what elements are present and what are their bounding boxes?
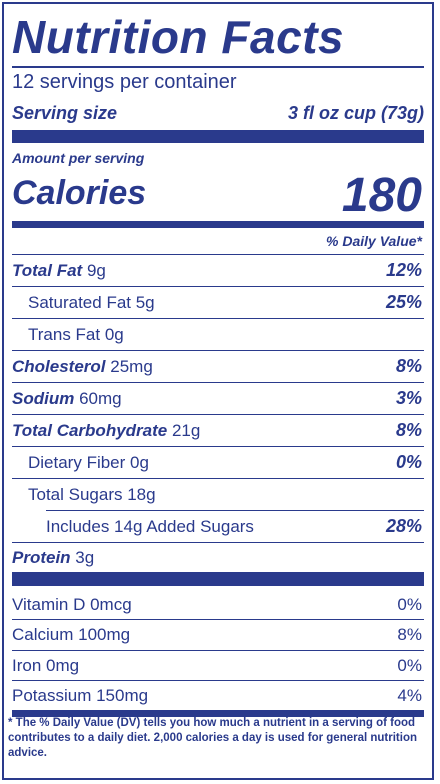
row-divider [46,510,424,511]
row-divider [12,478,424,479]
row-divider [12,542,424,543]
daily-value-footnote: * The % Daily Value (DV) tells you how m… [8,717,418,759]
nutrient-name: Includes 14g Added Sugars [46,517,254,536]
nutrient-name: Sodium [12,389,75,408]
nutrient-name: Protein [12,548,71,567]
protein-divider [12,572,424,586]
nutrient-name: Cholesterol [12,357,106,376]
nutrient-dv: 8% [395,356,422,376]
vitamin-dv: 4% [397,686,422,705]
nutrient-dv: 0% [395,452,422,472]
nutrient-dv: 8% [395,420,422,440]
serving-size-row: Serving size 3 fl oz cup (73g) [12,103,424,124]
vitamin-name: Calcium 100mg [12,625,131,644]
label-content: Nutrition Facts 12 servings per containe… [8,4,424,778]
servings-per-container: 12 servings per container [12,71,237,93]
nutrient-amount: 25mg [110,357,153,376]
nutrient-amount: 9g [86,261,106,280]
nutrient-name: Trans Fat 0g [28,325,124,344]
vitamin-row-calcium: Calcium 100mg 8% [12,619,424,650]
row-divider [12,286,424,287]
vitamin-dv: 0% [397,656,422,675]
label-title: Nutrition Facts [12,11,345,63]
row-divider [12,650,424,651]
row-divider [12,446,424,447]
nutrient-row-dietary-fiber: Dietary Fiber 0g 0% [12,447,424,478]
vitamin-name: Potassium 150mg [12,686,149,705]
vitamin-name: Vitamin D 0mcg [12,595,132,614]
nutrient-amount: 60mg [79,389,122,408]
nutrient-row-added-sugars: Includes 14g Added Sugars 28% [12,511,424,542]
title-divider [12,66,424,68]
nutrient-row-sodium: Sodium 60mg 3% [12,383,424,414]
nutrient-row-protein: Protein 3g [12,542,424,573]
vitamin-row-potassium: Potassium 150mg 4% [12,680,424,711]
vitamin-dv: 0% [397,595,422,614]
nutrient-amount: 21g [171,421,201,440]
row-divider [12,318,424,319]
nutrient-name: Dietary Fiber 0g [28,453,149,472]
nutrient-name: Total Sugars 18g [28,485,156,504]
nutrient-amount: 3g [75,548,95,567]
row-divider [12,619,424,620]
nutrient-name: Total Fat [12,261,83,280]
nutrient-name: Total Carbohydrate [12,421,168,440]
footnote-divider [12,710,424,717]
row-divider [12,382,424,383]
nutrient-row-total-sugars: Total Sugars 18g [12,479,424,510]
vitamin-row-vitamin-d: Vitamin D 0mcg 0% [12,589,424,620]
serving-size-label: Serving size [12,103,118,123]
calories-divider [12,221,424,228]
row-divider [12,350,424,351]
nutrient-name: Saturated Fat 5g [28,293,155,312]
nutrient-row-cholesterol: Cholesterol 25mg 8% [12,351,424,382]
vitamin-name: Iron 0mg [12,656,80,675]
amount-per-serving: Amount per serving [12,150,145,166]
nutrient-dv: 12% [385,260,422,280]
calories-label: Calories [12,174,147,212]
calories-value: 180 [341,169,422,222]
nutrient-row-total-fat: Total Fat 9g 12% [12,255,424,286]
vitamin-dv: 8% [397,625,422,644]
nutrient-row-trans-fat: Trans Fat 0g [12,319,424,350]
serving-divider [12,130,424,143]
nutrient-row-saturated-fat: Saturated Fat 5g 25% [12,287,424,318]
nutrient-dv: 3% [395,388,422,408]
row-divider [12,254,424,255]
nutrient-dv: 25% [385,292,422,312]
daily-value-header: % Daily Value* [326,233,422,249]
nutrient-dv: 28% [385,516,422,536]
row-divider [12,414,424,415]
vitamin-row-iron: Iron 0mg 0% [12,650,424,681]
nutrition-facts-label: Nutrition Facts 12 servings per containe… [2,2,434,780]
nutrient-row-total-carbohydrate: Total Carbohydrate 21g 8% [12,415,424,446]
row-divider [12,680,424,681]
serving-size-value: 3 fl oz cup (73g) [287,103,424,123]
